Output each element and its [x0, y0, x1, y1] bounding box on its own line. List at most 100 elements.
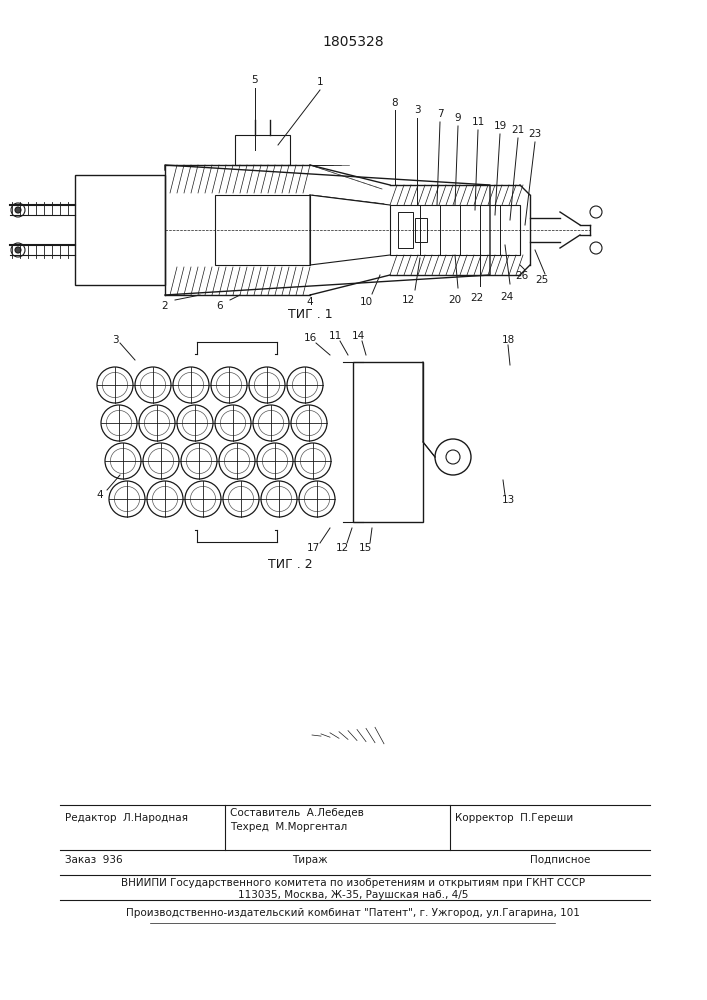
Circle shape	[143, 443, 179, 479]
Circle shape	[226, 382, 231, 387]
Circle shape	[215, 405, 251, 441]
Circle shape	[201, 496, 206, 502]
Circle shape	[310, 492, 325, 506]
Circle shape	[224, 448, 250, 474]
Text: 1: 1	[317, 77, 323, 87]
Text: 8: 8	[392, 98, 398, 108]
Circle shape	[135, 367, 171, 403]
Circle shape	[144, 410, 170, 436]
Text: 19: 19	[493, 121, 507, 131]
Circle shape	[185, 481, 221, 517]
Circle shape	[184, 378, 198, 392]
Text: 20: 20	[448, 295, 462, 305]
Circle shape	[188, 416, 202, 430]
Circle shape	[181, 443, 217, 479]
Circle shape	[189, 382, 194, 387]
Text: 12: 12	[335, 543, 349, 553]
Text: Составитель  А.Лебедев: Составитель А.Лебедев	[230, 808, 364, 818]
Text: 18: 18	[501, 335, 515, 345]
Circle shape	[272, 458, 278, 464]
Circle shape	[291, 405, 327, 441]
Bar	[75, 175, 165, 285]
Circle shape	[219, 443, 255, 479]
Circle shape	[228, 486, 254, 512]
Circle shape	[211, 367, 247, 403]
Text: 5: 5	[252, 75, 258, 85]
Bar	[215, 195, 310, 265]
Circle shape	[307, 420, 312, 426]
Circle shape	[112, 416, 127, 430]
Circle shape	[148, 448, 174, 474]
Circle shape	[11, 203, 25, 217]
Circle shape	[259, 378, 274, 392]
Circle shape	[173, 367, 209, 403]
Text: Производственно-издательский комбинат "Патент", г. Ужгород, ул.Гагарина, 101: Производственно-издательский комбинат "П…	[126, 908, 580, 918]
Circle shape	[197, 458, 201, 464]
Text: 22: 22	[470, 293, 484, 303]
Circle shape	[151, 382, 156, 387]
Circle shape	[305, 486, 329, 512]
Circle shape	[302, 416, 316, 430]
Text: 4: 4	[97, 490, 103, 500]
Circle shape	[216, 372, 242, 398]
Circle shape	[177, 405, 213, 441]
Text: 113035, Москва, Ж-35, Раушская наб., 4/5: 113035, Москва, Ж-35, Раушская наб., 4/5	[238, 890, 468, 900]
Circle shape	[187, 448, 211, 474]
Text: 15: 15	[358, 543, 372, 553]
Circle shape	[158, 458, 163, 464]
Circle shape	[262, 448, 288, 474]
Text: 6: 6	[216, 301, 223, 311]
Circle shape	[435, 439, 471, 475]
Circle shape	[109, 481, 145, 517]
Text: 23: 23	[528, 129, 542, 139]
Circle shape	[153, 486, 177, 512]
Text: 10: 10	[359, 297, 373, 307]
Text: 17: 17	[306, 543, 320, 553]
Text: 9: 9	[455, 113, 461, 123]
Circle shape	[255, 372, 279, 398]
Circle shape	[115, 486, 139, 512]
Circle shape	[257, 443, 293, 479]
Text: 25: 25	[535, 275, 549, 285]
Circle shape	[287, 367, 323, 403]
Circle shape	[11, 243, 25, 257]
Circle shape	[112, 382, 117, 387]
Text: 11: 11	[328, 331, 341, 341]
Circle shape	[253, 405, 289, 441]
Text: Подписное: Подписное	[530, 855, 590, 865]
Circle shape	[276, 496, 281, 502]
Text: 11: 11	[472, 117, 484, 127]
Circle shape	[268, 454, 282, 468]
Text: 14: 14	[351, 331, 365, 341]
Text: Редактор  Л.Народная: Редактор Л.Народная	[65, 813, 188, 823]
Text: Корректор  П.Гереши: Корректор П.Гереши	[455, 813, 573, 823]
Circle shape	[163, 496, 168, 502]
Text: Тираж: Тираж	[292, 855, 328, 865]
Circle shape	[271, 492, 286, 506]
Circle shape	[97, 367, 133, 403]
Text: 16: 16	[303, 333, 317, 343]
Circle shape	[230, 454, 244, 468]
Circle shape	[300, 448, 326, 474]
Text: 12: 12	[402, 295, 414, 305]
Circle shape	[106, 410, 132, 436]
Circle shape	[298, 378, 312, 392]
Circle shape	[269, 420, 274, 426]
Circle shape	[124, 496, 129, 502]
Circle shape	[117, 420, 122, 426]
Circle shape	[446, 450, 460, 464]
Circle shape	[590, 206, 602, 218]
Circle shape	[315, 496, 320, 502]
Text: 26: 26	[515, 271, 529, 281]
Circle shape	[238, 496, 243, 502]
Text: 21: 21	[511, 125, 525, 135]
Text: Техред  М.Моргентал: Техред М.Моргентал	[230, 822, 347, 832]
Text: 7: 7	[437, 109, 443, 119]
Circle shape	[258, 410, 284, 436]
Circle shape	[155, 420, 160, 426]
Circle shape	[222, 378, 236, 392]
Circle shape	[295, 443, 331, 479]
Circle shape	[590, 242, 602, 254]
Circle shape	[293, 372, 317, 398]
Text: ΤИГ . 2: ΤИГ . 2	[268, 558, 312, 572]
